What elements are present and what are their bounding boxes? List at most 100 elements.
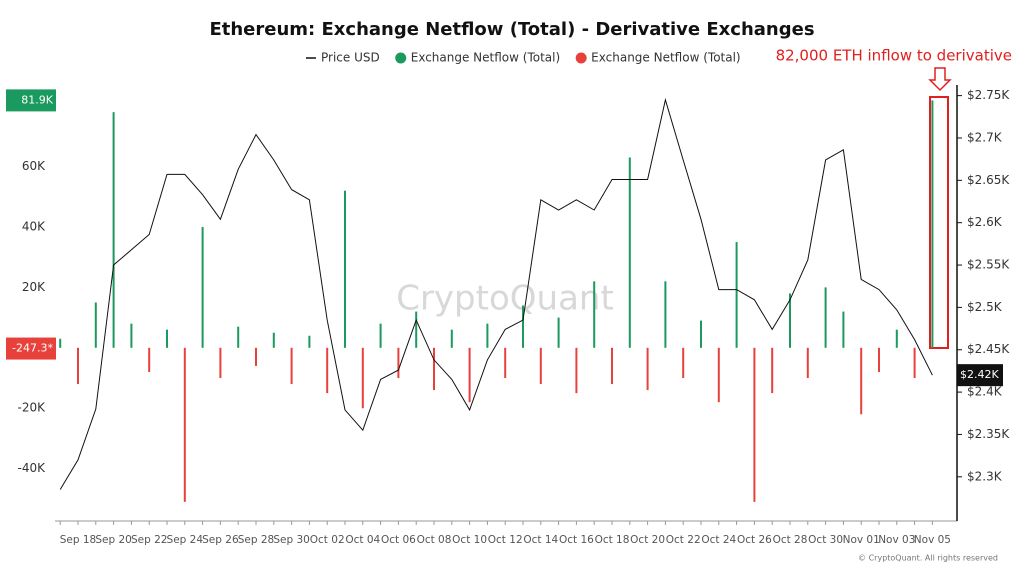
- x-tick-label: Nov 03: [878, 534, 915, 546]
- y2-tick-label: $2.35K: [967, 427, 1010, 441]
- x-tick-label: Oct 06: [381, 534, 416, 546]
- footer: © CryptoQuant. All rights reserved: [858, 554, 998, 563]
- bar: [735, 242, 738, 348]
- bar: [806, 347, 809, 379]
- value-marker-label: 81.9K: [21, 93, 53, 106]
- bar: [771, 347, 774, 394]
- y2-tick-label: $2.65K: [967, 173, 1010, 187]
- price-marker-label: $2.42K: [960, 368, 999, 381]
- bar: [290, 347, 293, 385]
- annotation-arrow: [928, 67, 952, 92]
- x-tick-label: Sep 28: [238, 534, 275, 546]
- bar: [326, 347, 329, 394]
- annotation: 82,000 ETH inflow to derivative: [776, 47, 1012, 65]
- bar: [753, 347, 756, 502]
- y-tick-label: -20K: [18, 401, 47, 415]
- x-tick-label: Oct 24: [701, 534, 736, 546]
- bar: [628, 157, 631, 348]
- bar: [112, 112, 115, 348]
- bar: [308, 335, 311, 348]
- legend-swatch: [575, 52, 587, 64]
- bar: [789, 293, 791, 348]
- bar: [539, 347, 542, 385]
- value-marker-box: [6, 337, 56, 360]
- bar: [415, 311, 418, 348]
- value-marker-label: -247.3*: [12, 342, 53, 355]
- bar: [557, 317, 560, 348]
- legend-swatch: [395, 52, 407, 64]
- x-tick-label: Nov 01: [843, 534, 880, 546]
- x-tick-label: Oct 18: [595, 534, 630, 546]
- bar: [237, 326, 240, 348]
- watermark: CryptoQuant: [396, 279, 614, 319]
- y2-tick-label: $2.4K: [967, 385, 1003, 399]
- bar: [646, 347, 649, 391]
- bar: [183, 347, 186, 502]
- bar: [77, 347, 79, 385]
- x-tick-label: Oct 14: [523, 534, 558, 546]
- legend: Price USD Exchange Netflow (Total) Exchang…: [306, 51, 741, 65]
- bar: [148, 347, 151, 372]
- bar: [575, 347, 578, 394]
- bar: [450, 329, 453, 348]
- bar: [361, 347, 364, 409]
- bar: [166, 329, 168, 348]
- x-tick-label: Oct 20: [630, 534, 665, 546]
- bar: [94, 302, 97, 348]
- price-marker-box: [957, 364, 1003, 387]
- x-tick-label: Nov 05: [914, 534, 951, 546]
- y-tick-label: -40K: [18, 461, 47, 475]
- bar: [201, 226, 204, 348]
- bar: [379, 323, 382, 348]
- bar: [255, 347, 257, 366]
- x-tick-label: Oct 12: [488, 534, 523, 546]
- bar: [344, 190, 346, 348]
- x-tick-label: Sep 30: [273, 534, 310, 546]
- value-marker-box: [6, 89, 56, 112]
- x-tick-label: Sep 20: [95, 534, 132, 546]
- bar: [611, 347, 613, 385]
- y2-tick-label: $2.5K: [967, 300, 1003, 314]
- bar: [272, 332, 275, 348]
- bar: [433, 347, 435, 391]
- y-tick-label: 60K: [22, 159, 46, 173]
- bar: [397, 347, 400, 379]
- x-tick-label: Oct 16: [559, 534, 594, 546]
- bar: [842, 311, 845, 348]
- bar: [931, 100, 934, 348]
- x-tick-label: Sep 22: [131, 534, 168, 546]
- x-tick-label: Oct 02: [310, 534, 345, 546]
- bar: [913, 347, 916, 379]
- annotation-box: [929, 96, 949, 349]
- bar: [468, 347, 471, 403]
- x-tick-label: Oct 08: [417, 534, 452, 546]
- y2-tick-label: $2.7K: [967, 130, 1003, 144]
- legend-label: Exchange Netflow (Total): [411, 51, 560, 65]
- bar: [522, 305, 524, 348]
- legend-label: Exchange Netflow (Total): [591, 51, 740, 65]
- y-tick-label: 20K: [22, 280, 46, 294]
- x-tick-label: Oct 30: [808, 534, 843, 546]
- bar: [593, 281, 596, 348]
- x-tick-label: Sep 26: [202, 534, 239, 546]
- y2-tick-label: $2.3K: [967, 469, 1003, 483]
- x-tick-label: Sep 18: [60, 534, 97, 546]
- bar: [219, 347, 222, 379]
- x-tick-label: Oct 26: [737, 534, 772, 546]
- legend-label: Price USD: [321, 51, 380, 65]
- y2-tick-label: $2.75K: [967, 88, 1010, 102]
- bar: [895, 329, 898, 348]
- bar: [860, 347, 863, 415]
- x-tick-label: Oct 04: [345, 534, 380, 546]
- y2-tick-label: $2.6K: [967, 215, 1003, 229]
- bar: [486, 323, 489, 348]
- x-tick-label: Oct 22: [666, 534, 701, 546]
- y-tick-label: 40K: [22, 219, 46, 233]
- bar: [59, 338, 62, 348]
- bar: [504, 347, 507, 379]
- bar: [700, 320, 702, 348]
- bar: [717, 347, 720, 403]
- x-tick-label: Oct 10: [452, 534, 487, 546]
